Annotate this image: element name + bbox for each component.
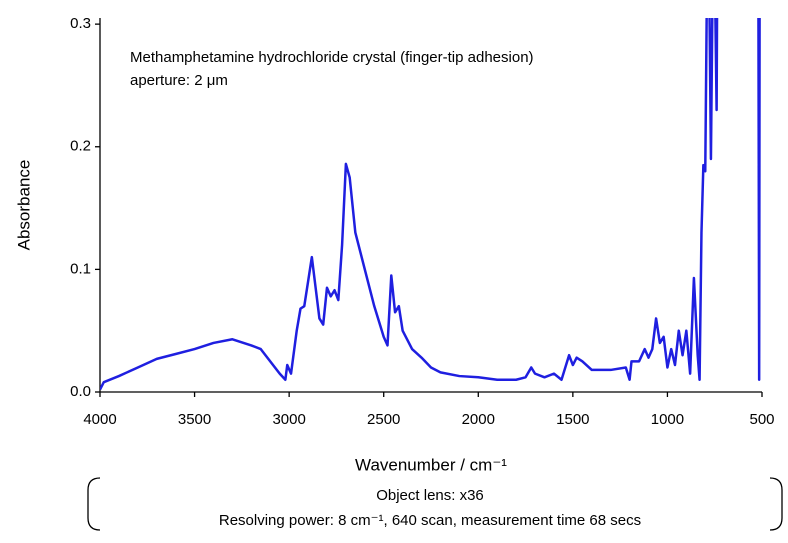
- note: Resolving power: 8 cm⁻¹, 640 scan, measu…: [219, 512, 641, 529]
- y-tick-label: 0.1: [70, 260, 91, 277]
- y-tick-label: 0.3: [70, 15, 91, 32]
- annotation: Methamphetamine hydrochloride crystal (f…: [130, 49, 534, 66]
- bracket: [87, 477, 101, 531]
- annotation: aperture: 2 μm: [130, 72, 228, 89]
- x-tick-label: 2000: [462, 411, 495, 428]
- x-tick-label: 4000: [83, 411, 116, 428]
- y-tick-label: 0.2: [70, 138, 91, 155]
- x-tick-label: 3500: [178, 411, 211, 428]
- y-axis-label: Absorbance: [14, 160, 33, 251]
- x-tick-label: 3000: [272, 411, 305, 428]
- x-tick-label: 1000: [651, 411, 684, 428]
- y-tick-label: 0.0: [70, 383, 91, 400]
- x-tick-label: 1500: [556, 411, 589, 428]
- x-tick-label: 500: [749, 411, 774, 428]
- spectrum-line: [100, 18, 761, 391]
- note: Object lens: x36: [376, 487, 484, 504]
- x-axis-label: Wavenumber / cm⁻¹: [355, 455, 507, 474]
- x-tick-label: 2500: [367, 411, 400, 428]
- bracket: [769, 477, 783, 531]
